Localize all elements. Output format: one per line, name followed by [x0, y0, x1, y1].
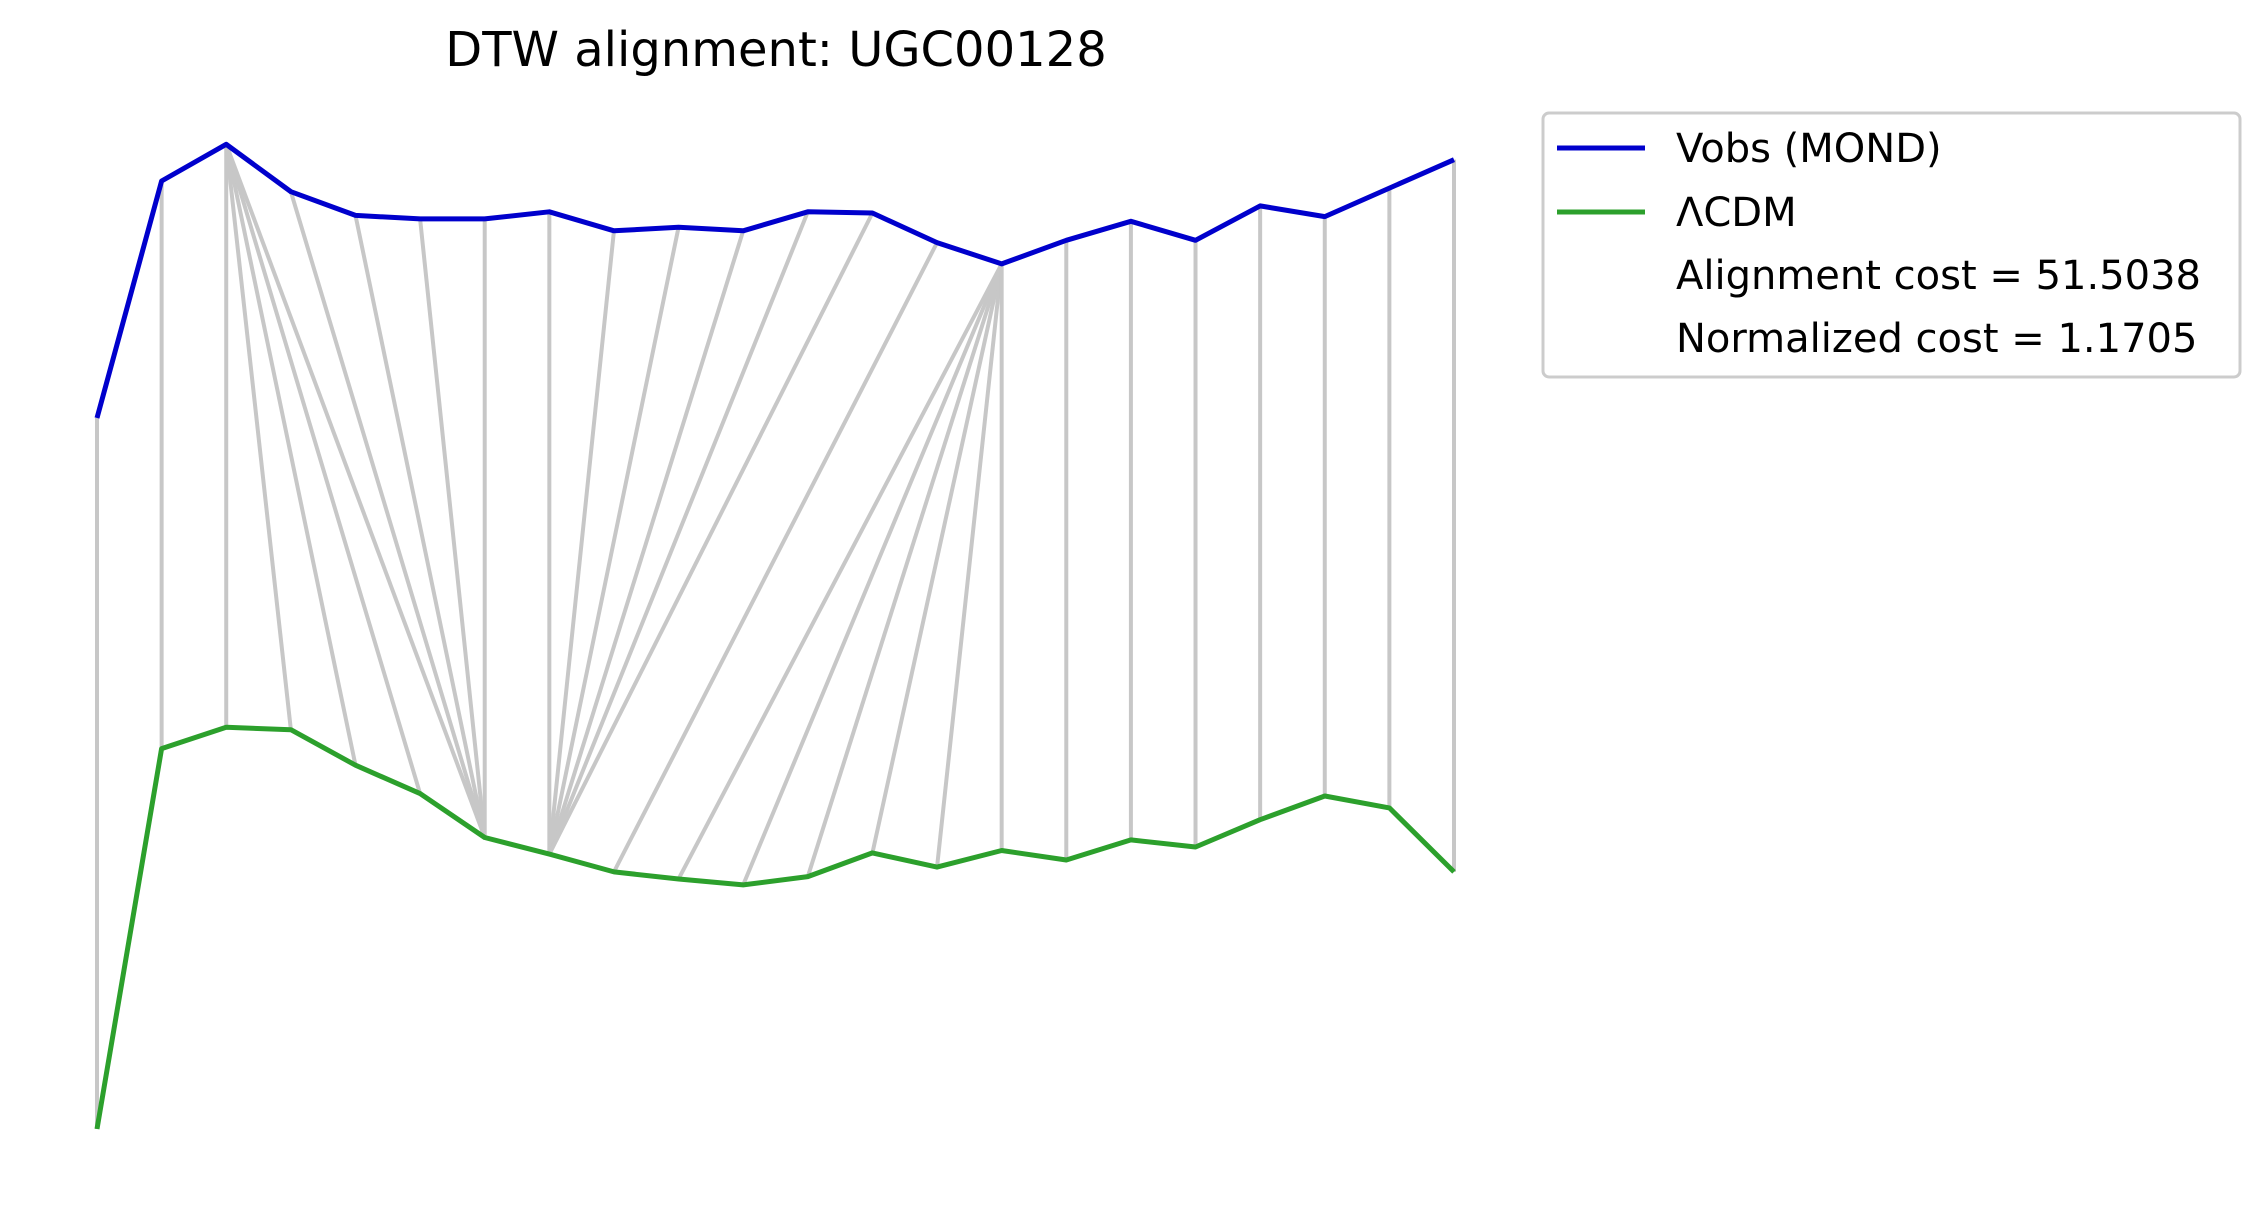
- legend-label-vobs: Vobs (MOND): [1676, 126, 1942, 172]
- alignment-line-21: [870, 263, 1004, 854]
- plot-area: [94, 141, 1456, 1130]
- alignment-line-5: [224, 143, 423, 795]
- alignment-line-4: [224, 143, 358, 766]
- alignment-line-17: [612, 241, 939, 873]
- series-line-vobs: [94, 141, 1456, 419]
- legend-label-lcdm: ΛCDM: [1676, 190, 1797, 236]
- series-line-lcdm: [94, 724, 1456, 1130]
- series-layer: [94, 141, 1456, 1130]
- legend-frame: [1541, 111, 2242, 379]
- alignment-line-22: [935, 263, 1004, 868]
- alignment-line-8: [353, 214, 487, 838]
- alignment-line-12: [547, 230, 616, 855]
- alignment-line-18: [676, 263, 1004, 880]
- alignment-line-13: [547, 226, 681, 855]
- alignment-line-15: [547, 211, 810, 855]
- alignment-line-14: [547, 230, 746, 855]
- alignment-line-20: [805, 263, 1004, 878]
- chart-title: DTW alignment: UGC00128: [445, 22, 1106, 78]
- legend: Vobs (MOND) ΛCDM Alignment cost = 51.503…: [1541, 111, 2242, 379]
- legend-alignment-cost: Alignment cost = 51.5038: [1676, 253, 2201, 299]
- alignment-line-9: [418, 218, 487, 838]
- alignment-line-7: [288, 191, 487, 839]
- alignment-lines: [95, 143, 1456, 1129]
- legend-normalized-cost: Normalized cost = 1.1705: [1676, 316, 2197, 362]
- alignment-line-6: [224, 143, 487, 839]
- alignment-line-16: [547, 212, 875, 855]
- alignment-line-19: [741, 263, 1004, 886]
- alignment-line-3: [224, 144, 293, 730]
